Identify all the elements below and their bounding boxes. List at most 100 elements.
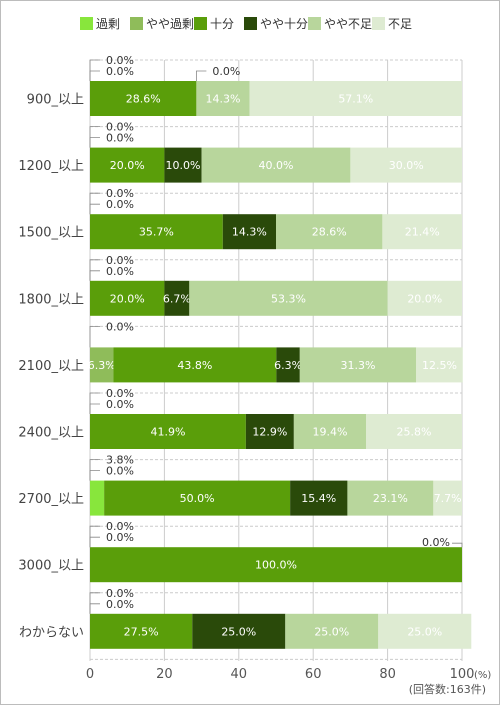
bar-segment-3-5 (387, 280, 462, 316)
data-label-3-3: 6.7% (163, 292, 191, 305)
callout-label-1-1: 0.0% (106, 132, 134, 145)
data-label-5-2: 41.9% (150, 426, 185, 439)
callout-line-7-5 (452, 542, 463, 548)
bar-segment-6-0 (90, 480, 105, 516)
callout-line-3-1 (89, 270, 100, 281)
callout-label-1-0: 0.0% (106, 121, 134, 134)
callout-line-8-1 (89, 603, 100, 614)
bar-segment-6-5 (433, 480, 462, 516)
callout-line-4-0 (89, 325, 100, 348)
callout-line-8-0 (89, 592, 100, 614)
data-label-6-2: 50.0% (180, 492, 215, 505)
data-label-7-2: 100.0% (255, 559, 297, 572)
bar-segment-2-2 (90, 214, 223, 250)
callout-line-1-0 (89, 126, 100, 148)
bar-segment-4-1 (90, 347, 114, 383)
category-label-0: 900_以上 (27, 93, 84, 108)
callout-line-2-0 (89, 192, 100, 215)
x-tick-label-0: 0 (86, 667, 94, 682)
callout-line-6-0 (89, 459, 100, 481)
bar-segment-3-3 (164, 280, 190, 316)
callout-label-8-1: 0.0% (106, 598, 134, 611)
bar-segment-1-2 (90, 147, 165, 183)
bar-segment-0-5 (249, 81, 462, 116)
bar-segment-8-2 (90, 613, 193, 649)
callout-line-5-0 (89, 392, 100, 414)
bar-segment-4-4 (299, 347, 417, 383)
legend-swatch-3 (244, 17, 257, 30)
data-label-3-2: 20.0% (110, 292, 145, 305)
bar-segment-5-3 (245, 414, 294, 449)
category-label-7: 3000_以上 (18, 559, 84, 574)
data-label-4-1: 6.3% (88, 359, 116, 372)
x-tick-label-4: 80 (379, 667, 396, 682)
data-label-2-5: 21.4% (405, 226, 440, 239)
callout-line-5-1 (89, 403, 100, 414)
bar-segment-8-3 (192, 613, 286, 649)
data-label-5-5: 25.8% (397, 426, 432, 439)
callout-label-6-1: 0.0% (106, 465, 134, 478)
data-label-6-4: 23.1% (373, 492, 408, 505)
bar-segment-6-3 (290, 480, 348, 516)
callout-line-1-1 (89, 137, 100, 148)
bar-segment-4-3 (276, 347, 300, 383)
callout-label-8-0: 0.0% (106, 587, 134, 600)
callout-label-2-1: 0.0% (106, 198, 134, 211)
bar-segment-0-2 (90, 81, 197, 116)
bar-segment-6-4 (347, 480, 434, 516)
bar-segment-0-4 (196, 81, 250, 116)
data-label-5-3: 12.9% (252, 426, 287, 439)
x-tick-label-5: 100 (450, 667, 475, 682)
data-label-0-2: 28.6% (126, 93, 161, 106)
callout-label-2-0: 0.0% (106, 187, 134, 200)
data-label-6-5: 7.7% (434, 492, 462, 505)
category-label-1: 1200_以上 (18, 159, 84, 174)
callout-line-2-1 (89, 203, 100, 215)
bar-segment-2-4 (276, 214, 383, 250)
data-label-2-3: 14.3% (232, 226, 267, 239)
bar-segment-7-2 (90, 547, 462, 583)
data-label-2-2: 35.7% (139, 226, 174, 239)
legend-label-5: 不足 (388, 17, 412, 31)
data-label-8-3: 25.0% (221, 625, 256, 638)
bar-segment-1-4 (201, 147, 351, 183)
x-unit-label: (%) (474, 670, 491, 681)
callout-line-0-3 (195, 70, 207, 81)
legend-label-4: やや不足 (324, 17, 372, 31)
callout-label-5-1: 0.0% (106, 398, 134, 411)
bar-segment-6-2 (104, 480, 291, 516)
data-label-4-5: 12.5% (422, 359, 457, 372)
category-label-8: わからない (19, 625, 84, 640)
bar-segment-2-5 (382, 214, 462, 250)
legend-swatch-4 (308, 17, 321, 30)
callout-label-0-1: 0.0% (106, 65, 134, 78)
category-label-6: 2700_以上 (18, 492, 84, 507)
data-label-8-5: 25.0% (407, 625, 442, 638)
category-label-5: 2400_以上 (18, 426, 84, 441)
data-label-8-2: 27.5% (124, 625, 159, 638)
callout-label-7-0: 0.0% (106, 520, 134, 533)
legend-swatch-2 (194, 17, 207, 30)
bar-segment-5-5 (366, 414, 462, 449)
bar-segment-8-5 (378, 613, 472, 649)
bar-segment-3-2 (90, 280, 165, 316)
legend-swatch-5 (372, 17, 385, 30)
category-label-3: 1800_以上 (18, 292, 84, 307)
legend-label-1: やや過剰 (146, 17, 194, 31)
callout-line-7-1 (89, 536, 100, 548)
callout-label-3-1: 0.0% (106, 265, 134, 278)
callout-label-6-0: 3.8% (106, 454, 134, 467)
callout-label-0-3: 0.0% (212, 65, 240, 78)
respondents-note: (回答数:163件) (409, 682, 486, 696)
data-label-5-4: 19.4% (312, 426, 347, 439)
callout-label-7-5: 0.0% (422, 536, 450, 549)
callout-line-3-0 (89, 259, 100, 281)
data-label-1-3: 10.0% (166, 159, 201, 172)
category-label-2: 1500_以上 (18, 226, 84, 241)
data-label-2-4: 28.6% (312, 226, 347, 239)
data-label-6-3: 15.4% (301, 492, 336, 505)
legend-label-0: 過剰 (96, 17, 120, 31)
legend-swatch-0 (80, 17, 93, 30)
bar-segment-2-3 (222, 214, 276, 250)
